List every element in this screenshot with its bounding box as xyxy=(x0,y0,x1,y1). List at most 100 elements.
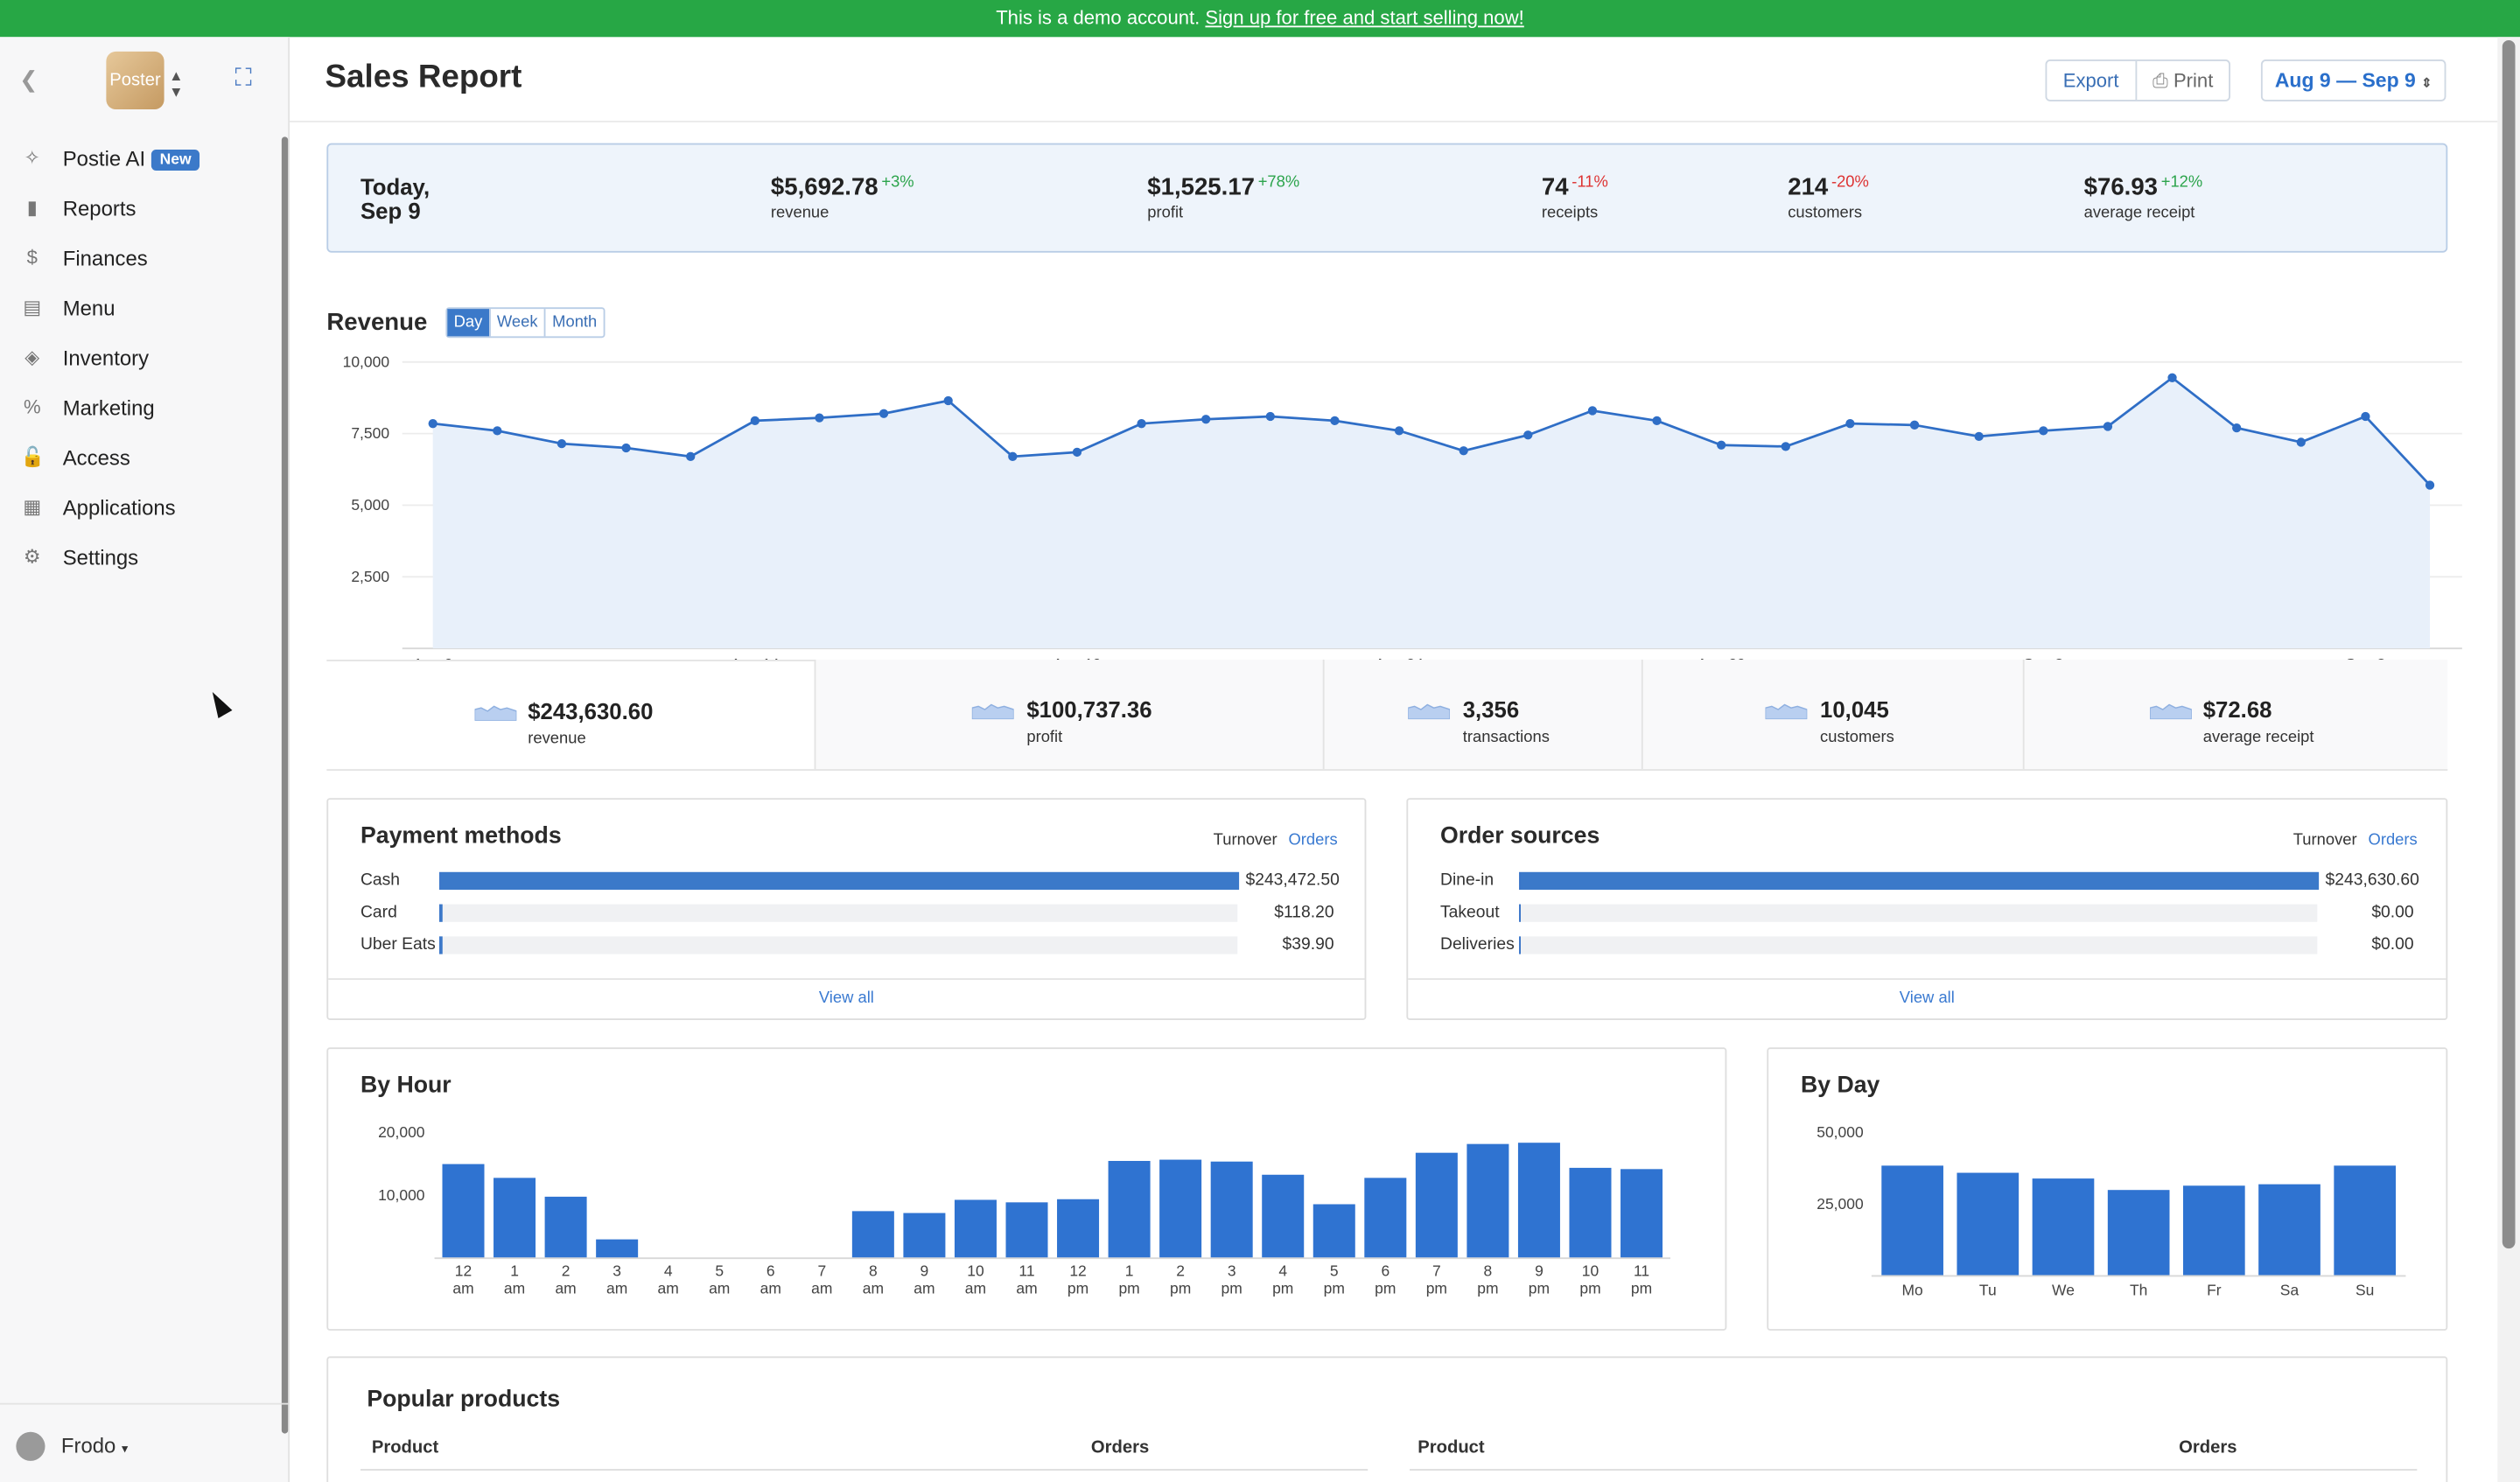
bar[interactable] xyxy=(596,1239,639,1259)
bar[interactable] xyxy=(544,1196,587,1259)
account-switch-icon[interactable]: ▲ ▼ xyxy=(169,67,184,101)
total-revenue[interactable]: $243,630.60 revenue xyxy=(326,660,815,770)
orders-orders-toggle[interactable]: Orders xyxy=(2368,831,2418,850)
bar[interactable] xyxy=(1517,1143,1560,1259)
revenue-point[interactable] xyxy=(1845,419,1855,429)
bar[interactable] xyxy=(1881,1165,1943,1276)
page-scrollbar-thumb[interactable] xyxy=(2502,39,2516,1249)
payment-orders-toggle[interactable]: Orders xyxy=(1288,831,1338,850)
revenue-point[interactable] xyxy=(2103,422,2113,431)
revenue-point[interactable] xyxy=(1974,431,1984,442)
revenue-point[interactable] xyxy=(621,443,631,453)
revenue-point[interactable] xyxy=(2039,426,2048,436)
revenue-point[interactable] xyxy=(1587,406,1598,416)
back-chevron-icon[interactable]: ❮ xyxy=(19,66,38,92)
orders-turnover-toggle[interactable]: Turnover xyxy=(2292,831,2357,850)
revenue-point[interactable] xyxy=(878,409,889,418)
tab-day[interactable]: Day xyxy=(447,309,489,337)
bar[interactable] xyxy=(1415,1152,1458,1259)
revenue-point[interactable] xyxy=(1523,430,1533,440)
bar[interactable] xyxy=(1057,1199,1100,1259)
tab-month[interactable]: Month xyxy=(543,309,604,337)
popular-col-orders-right[interactable]: Orders xyxy=(2179,1438,2237,1458)
revenue-point[interactable] xyxy=(2296,437,2306,447)
revenue-point[interactable] xyxy=(2167,373,2177,382)
total-profit[interactable]: $100,737.36 profit xyxy=(814,660,1323,770)
total-customers[interactable]: 10,045 customers xyxy=(1641,660,2023,770)
payment-turnover-toggle[interactable]: Turnover xyxy=(1213,831,1278,850)
revenue-point[interactable] xyxy=(556,438,567,449)
sidebar-item-postie-ai[interactable]: ✧ Postie AI New xyxy=(0,134,286,184)
total-transactions[interactable]: 3,356 transactions xyxy=(1322,660,1642,770)
revenue-point[interactable] xyxy=(1781,442,1790,451)
bar[interactable] xyxy=(1956,1172,2020,1276)
revenue-point[interactable] xyxy=(1652,416,1662,426)
user-menu[interactable]: Frodo ▾ xyxy=(16,1429,128,1464)
popular-col-orders-left[interactable]: Orders xyxy=(1090,1438,1150,1458)
revenue-point[interactable] xyxy=(943,395,953,406)
bar[interactable] xyxy=(903,1213,946,1259)
revenue-point[interactable] xyxy=(1265,411,1275,422)
bar[interactable] xyxy=(2183,1185,2245,1276)
print-button[interactable]: ⎙ Print xyxy=(2134,60,2230,101)
bar[interactable] xyxy=(1262,1174,1305,1259)
revenue-point[interactable] xyxy=(428,419,438,429)
bar[interactable] xyxy=(494,1178,536,1259)
bar[interactable] xyxy=(2258,1184,2320,1276)
sidebar-item-marketing[interactable]: % Marketing xyxy=(0,383,286,433)
signup-link[interactable]: Sign up for free and start selling now! xyxy=(1205,6,1524,30)
payment-view-all-link[interactable]: View all xyxy=(328,978,1365,1018)
popular-col-product-right[interactable]: Product xyxy=(1418,1438,1485,1458)
revenue-point[interactable] xyxy=(1137,419,1146,429)
revenue-point[interactable] xyxy=(686,451,696,461)
revenue-point[interactable] xyxy=(1201,415,1211,424)
revenue-point[interactable] xyxy=(1909,420,1920,430)
bar[interactable] xyxy=(1364,1178,1407,1259)
bar[interactable] xyxy=(2032,1178,2095,1276)
bar[interactable] xyxy=(954,1199,997,1259)
revenue-point[interactable] xyxy=(1459,446,1468,456)
tab-week[interactable]: Week xyxy=(488,309,544,337)
revenue-point[interactable] xyxy=(1717,440,1726,450)
revenue-point[interactable] xyxy=(2232,423,2242,433)
sidebar-item-reports[interactable]: ▮ Reports xyxy=(0,184,286,234)
bar[interactable] xyxy=(1108,1161,1151,1259)
sidebar-scrollbar[interactable] xyxy=(281,136,289,1434)
revenue-point[interactable] xyxy=(1330,416,1340,426)
page-scrollbar[interactable] xyxy=(2497,37,2520,1482)
sidebar-item-finances[interactable]: $ Finances xyxy=(0,234,286,283)
bar[interactable] xyxy=(442,1164,485,1259)
bar[interactable] xyxy=(2334,1165,2397,1276)
bar[interactable] xyxy=(2107,1190,2170,1276)
bar[interactable] xyxy=(1312,1204,1355,1259)
bar[interactable] xyxy=(1005,1202,1048,1259)
terminal-icon[interactable]: ⛶ xyxy=(234,64,252,92)
date-range-picker[interactable]: Aug 9 — Sep 9 ⇕ xyxy=(2260,59,2446,101)
revenue-point[interactable] xyxy=(2425,480,2435,490)
revenue-point[interactable] xyxy=(750,416,760,426)
total-average-receipt[interactable]: $72.68 average receipt xyxy=(2022,660,2448,770)
today-kpi-value: 214 -20% xyxy=(1788,174,1869,203)
export-button[interactable]: Export xyxy=(2062,69,2119,92)
sidebar-item-settings[interactable]: ⚙ Settings xyxy=(0,533,286,583)
revenue-point[interactable] xyxy=(815,413,824,423)
bar[interactable] xyxy=(1569,1167,1612,1259)
bar[interactable] xyxy=(1620,1169,1663,1259)
orders-view-all-link[interactable]: View all xyxy=(1408,978,2446,1018)
sidebar-item-applications[interactable]: ▦ Applications xyxy=(0,483,286,533)
revenue-point[interactable] xyxy=(1008,451,1018,461)
sidebar-item-inventory[interactable]: ◈ Inventory xyxy=(0,333,286,383)
bar[interactable] xyxy=(1210,1161,1253,1259)
bar[interactable] xyxy=(1466,1143,1509,1259)
revenue-y-tick: 10,000 xyxy=(343,353,390,370)
popular-col-product-left[interactable]: Product xyxy=(371,1438,439,1458)
revenue-point[interactable] xyxy=(1394,426,1404,436)
account-logo[interactable]: Poster xyxy=(106,51,164,110)
revenue-point[interactable] xyxy=(493,426,502,436)
revenue-point[interactable] xyxy=(2361,411,2370,422)
revenue-point[interactable] xyxy=(1072,447,1082,458)
bar[interactable] xyxy=(851,1211,894,1259)
bar[interactable] xyxy=(1159,1159,1202,1259)
sidebar-item-menu[interactable]: ▤ Menu xyxy=(0,283,286,333)
sidebar-item-access[interactable]: 🔓 Access xyxy=(0,433,286,483)
